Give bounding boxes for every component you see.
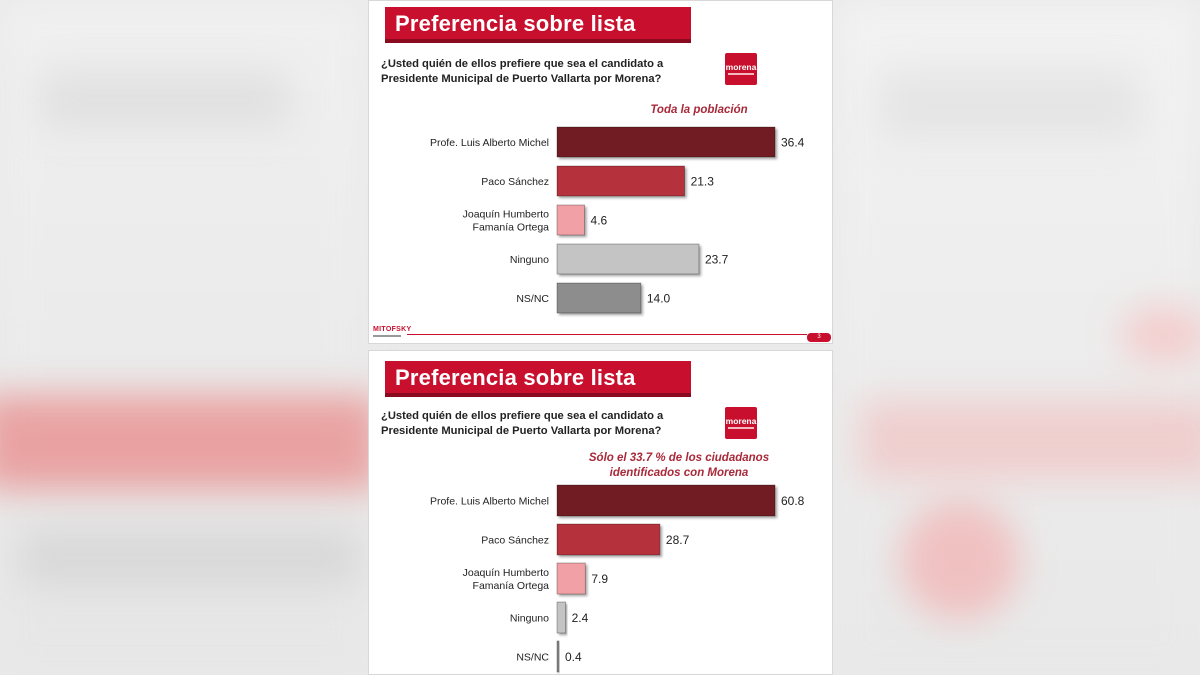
slide-2-title: Preferencia sobre lista (395, 365, 636, 390)
slide-2-chart-subtitle: Sólo el 33.7 % de los ciudadanos identif… (588, 452, 770, 479)
value-label: 60.8 (781, 494, 805, 508)
morena-logo-text: morena (725, 416, 757, 426)
category-label: NS/NC (516, 652, 549, 664)
morena-logo-icon: morena (725, 53, 757, 85)
value-label: 4.6 (591, 214, 608, 228)
category-label: NS/NC (516, 293, 549, 305)
value-label: 2.4 (572, 611, 589, 625)
value-label: 23.7 (705, 253, 729, 267)
value-label: 7.9 (591, 572, 608, 586)
bar-0 (556, 126, 776, 158)
bar-2 (556, 562, 586, 595)
value-label: 0.4 (565, 650, 582, 664)
slide-2-question: ¿Usted quién de ellos prefiere que sea e… (381, 410, 664, 437)
page-number-badge: 3 (807, 333, 831, 342)
bar-2 (556, 204, 585, 236)
bar-3 (556, 601, 567, 634)
category-label: Paco Sánchez (481, 535, 549, 547)
category-label: Ninguno (510, 613, 549, 625)
value-label: 36.4 (781, 136, 805, 150)
mitofsky-underline (373, 335, 401, 337)
bar-4 (556, 640, 560, 673)
category-label: Profe. Luis Alberto Michel (430, 137, 549, 149)
value-label: 28.7 (666, 533, 690, 547)
slide-1-chart-subtitle: Toda la población (650, 104, 748, 116)
slide-2: Preferencia sobre lista ¿Usted quién de … (368, 350, 833, 675)
slide-1-title: Preferencia sobre lista (395, 11, 636, 36)
bar-3 (556, 243, 700, 275)
morena-logo-text: morena (725, 62, 757, 72)
category-label: Ninguno (510, 254, 549, 266)
category-label: Joaquín Humberto Famanía Ortega (463, 209, 550, 234)
slide-1-title-banner: Preferencia sobre lista (371, 7, 691, 43)
value-label: 14.0 (647, 292, 671, 306)
slide-2-bar-chart: Profe. Luis Alberto Michel 60.8 Paco Sánch… (430, 484, 805, 673)
category-label: Joaquín Humberto Famanía Ortega (463, 567, 550, 592)
slide-2-title-banner: Preferencia sobre lista (371, 361, 691, 397)
footer-divider (407, 334, 807, 335)
slide-1-bar-chart: Profe. Luis Alberto Michel 36.4 Paco Sánch… (430, 126, 805, 314)
bar-0 (556, 484, 776, 517)
bar-4 (556, 282, 642, 314)
value-label: 21.3 (691, 175, 715, 189)
morena-logo-icon: morena (725, 407, 757, 439)
slide-1: Preferencia sobre lista ¿Usted quién de … (368, 0, 833, 344)
mitofsky-logo: MITOFSKY (373, 326, 412, 333)
slide-1-question: ¿Usted quién de ellos prefiere que sea e… (381, 58, 664, 85)
category-label: Profe. Luis Alberto Michel (430, 496, 549, 508)
bar-1 (556, 165, 685, 197)
bar-1 (556, 523, 661, 556)
category-label: Paco Sánchez (481, 176, 549, 188)
